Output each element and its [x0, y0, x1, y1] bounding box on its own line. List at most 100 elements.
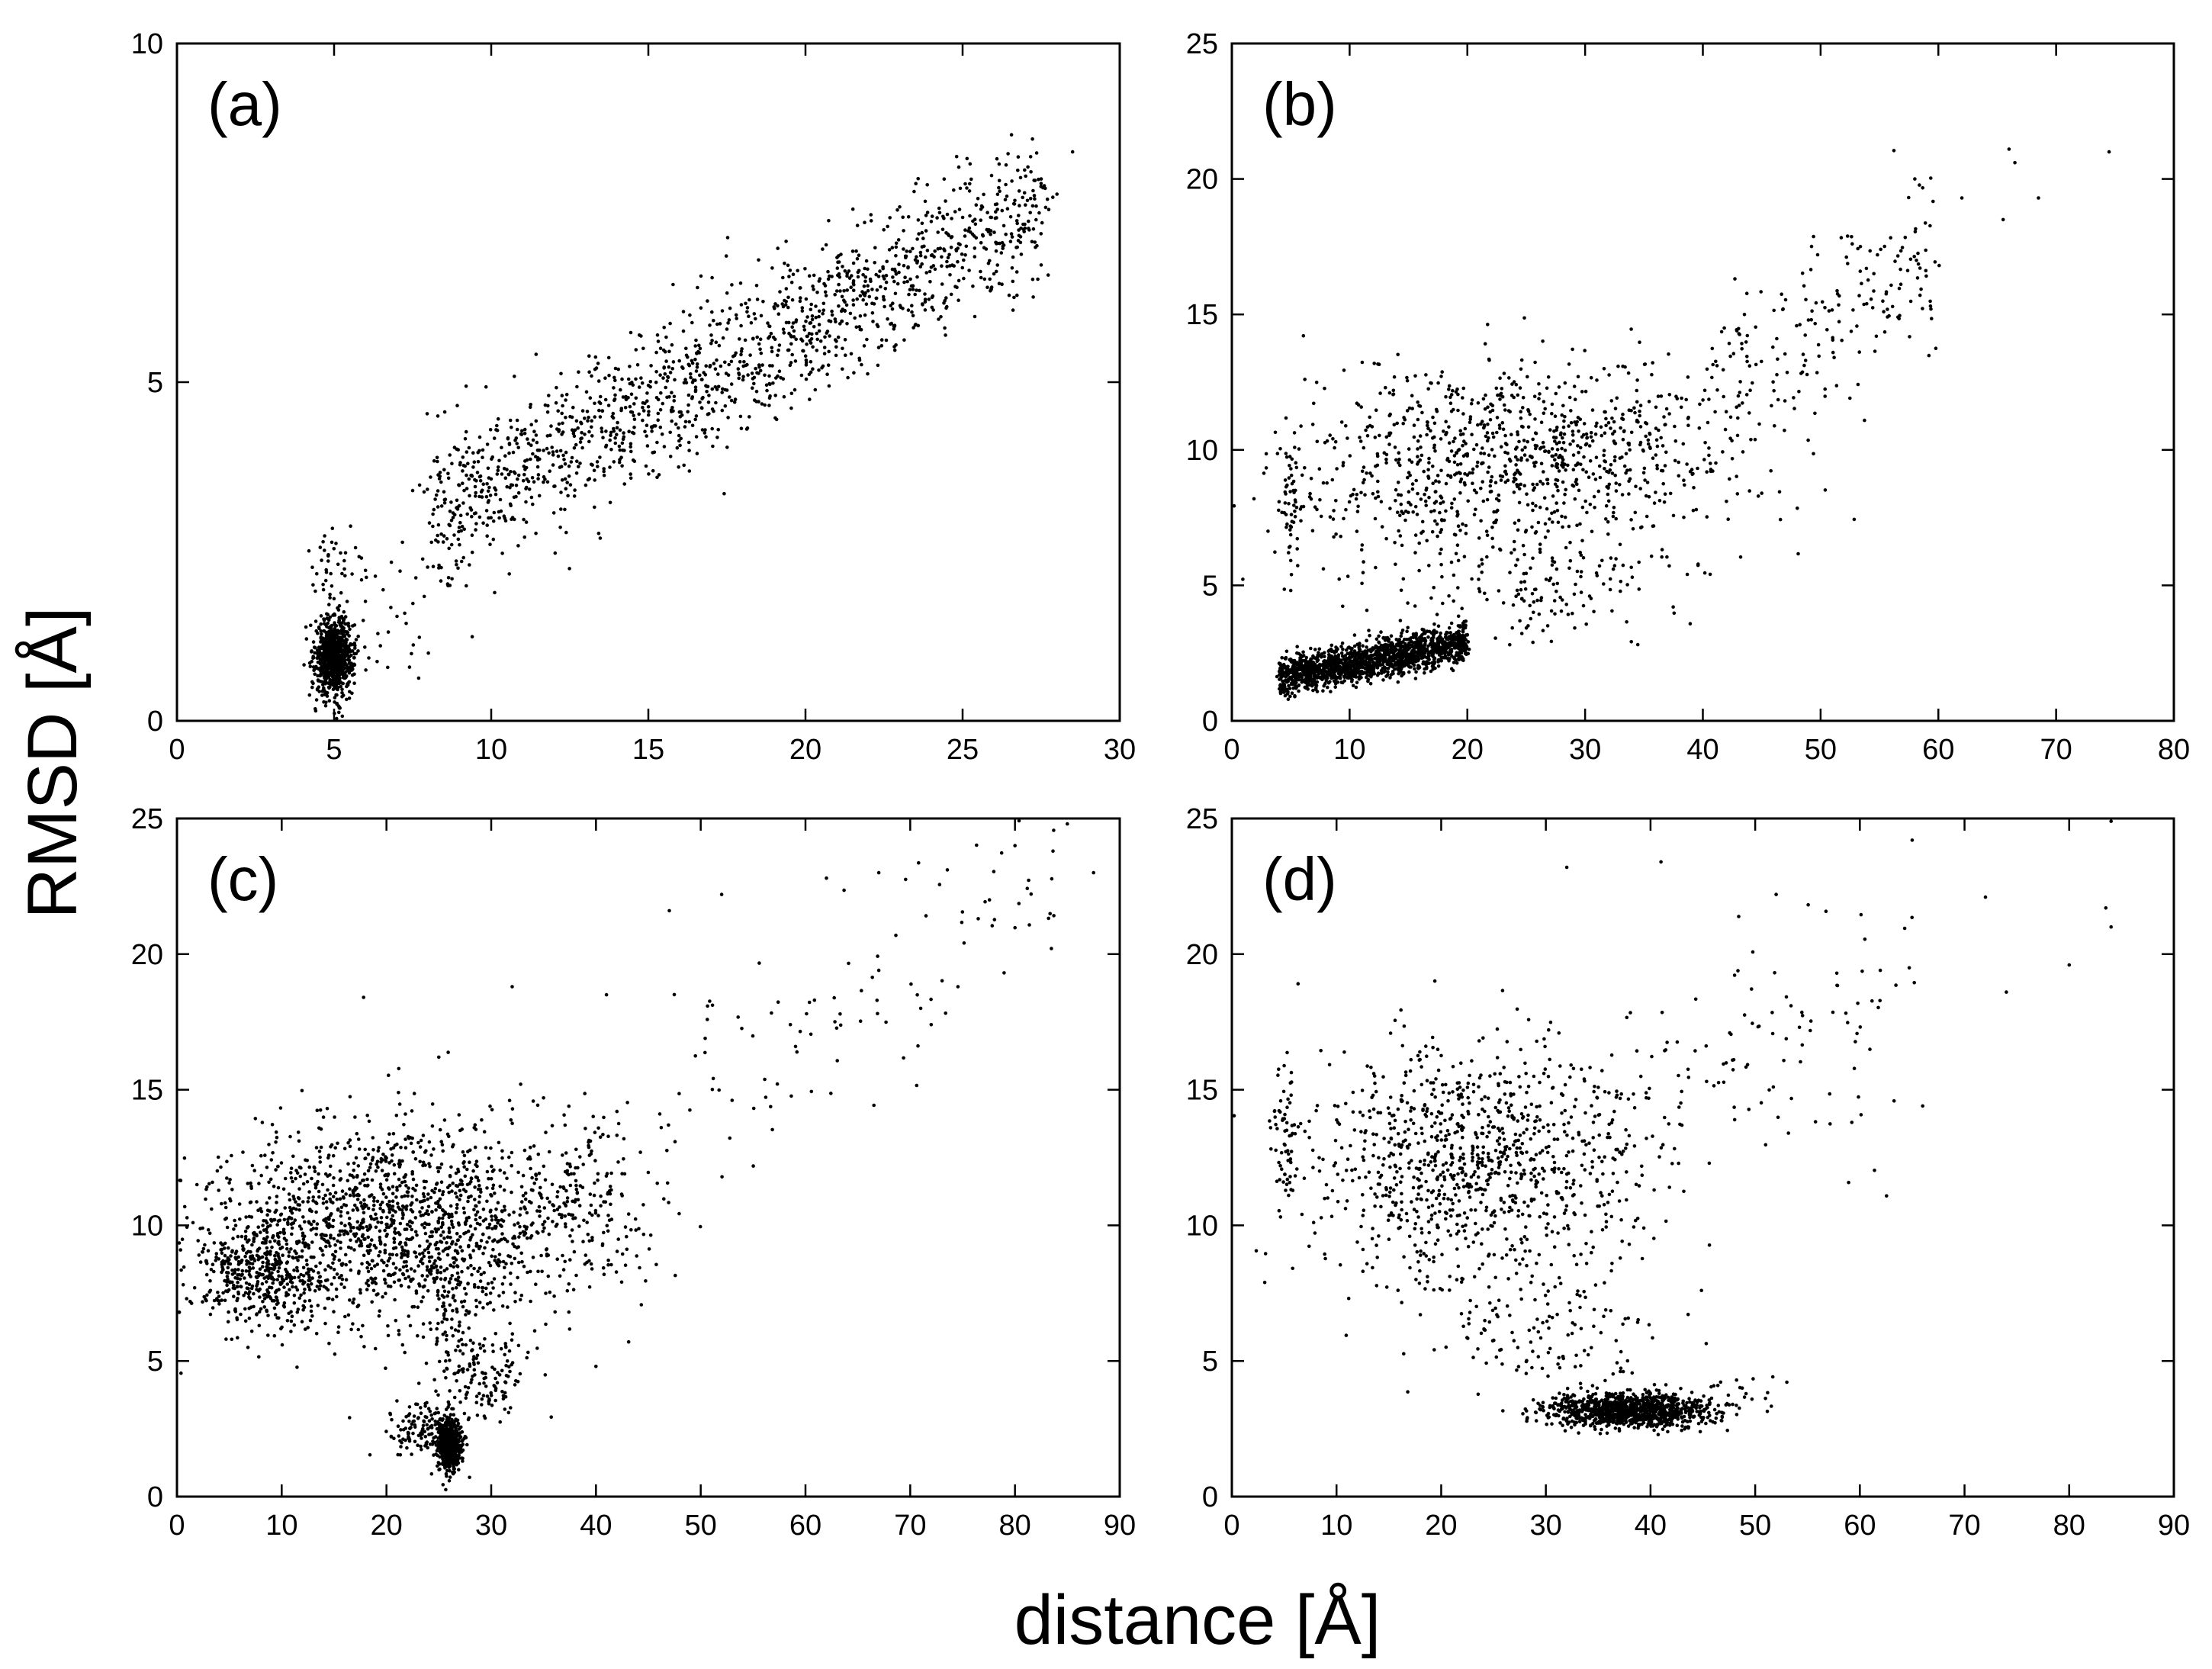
data-point	[634, 348, 638, 352]
data-point	[361, 619, 365, 622]
data-point	[554, 400, 558, 405]
data-point	[530, 475, 535, 480]
data-point	[1641, 449, 1645, 453]
data-point	[340, 687, 344, 692]
data-point	[694, 414, 699, 418]
data-point	[656, 418, 660, 422]
data-point	[914, 182, 918, 185]
data-point	[758, 368, 763, 373]
data-point	[1403, 658, 1408, 662]
data-point	[432, 507, 436, 512]
data-point	[613, 393, 617, 397]
data-point	[694, 369, 699, 373]
data-point	[1690, 468, 1694, 471]
data-point	[1014, 219, 1019, 223]
data-point	[436, 414, 440, 418]
data-point	[826, 363, 831, 368]
data-point	[906, 308, 911, 312]
data-point	[310, 565, 314, 569]
data-point	[320, 693, 324, 697]
data-point	[1596, 489, 1601, 494]
data-point	[777, 369, 782, 374]
data-point	[452, 445, 457, 449]
data-point	[1360, 360, 1365, 365]
data-point	[485, 482, 489, 486]
data-point	[1031, 188, 1035, 193]
data-point	[1427, 461, 1431, 465]
data-point	[1595, 421, 1599, 426]
data-point	[738, 414, 743, 419]
data-point	[738, 281, 743, 285]
data-point	[1326, 685, 1329, 690]
data-point	[1024, 203, 1027, 207]
data-point	[525, 477, 529, 481]
data-point	[1366, 679, 1370, 683]
data-point	[830, 313, 834, 317]
data-point	[1372, 362, 1376, 365]
data-point	[843, 338, 847, 342]
data-point	[1023, 168, 1027, 172]
data-point	[336, 635, 340, 640]
plot-frame	[175, 42, 1121, 722]
data-point	[1033, 240, 1037, 244]
data-point	[465, 487, 469, 490]
data-point	[1422, 648, 1426, 652]
data-point	[678, 443, 682, 448]
data-point	[1363, 493, 1367, 497]
data-point	[1550, 402, 1555, 407]
data-point	[845, 288, 849, 292]
data-point	[1534, 530, 1538, 534]
data-point	[1293, 693, 1297, 698]
data-point	[559, 490, 563, 494]
data-point	[627, 429, 631, 433]
data-point	[668, 430, 672, 435]
data-point	[1488, 484, 1493, 488]
data-point	[1290, 691, 1294, 695]
data-point	[470, 550, 474, 555]
data-point	[356, 634, 361, 638]
data-point	[863, 220, 866, 225]
data-point	[469, 508, 474, 512]
data-point	[928, 269, 932, 274]
data-point	[1008, 240, 1013, 243]
data-point	[667, 349, 671, 354]
data-point	[1651, 456, 1655, 460]
data-point	[1495, 430, 1499, 435]
data-point	[576, 426, 580, 430]
data-point	[1548, 517, 1551, 521]
data-point	[314, 629, 319, 633]
data-point	[854, 249, 858, 253]
data-point	[963, 234, 967, 238]
data-point	[1030, 137, 1034, 141]
data-point	[1590, 529, 1594, 534]
data-point	[699, 306, 703, 310]
data-point	[1553, 414, 1558, 418]
data-point	[704, 364, 708, 368]
data-point	[710, 275, 714, 280]
data-point	[334, 624, 339, 628]
data-point	[817, 314, 821, 319]
data-point	[1647, 495, 1651, 499]
data-point	[1278, 677, 1281, 681]
data-point	[523, 468, 527, 471]
data-point	[436, 459, 439, 464]
data-point	[649, 364, 653, 368]
data-point	[1455, 388, 1459, 391]
data-point	[1575, 420, 1579, 424]
data-point	[1365, 645, 1368, 649]
data-point	[1532, 486, 1537, 490]
data-point	[881, 265, 885, 269]
data-point	[573, 488, 577, 492]
data-point	[1683, 483, 1686, 487]
data-point	[1514, 463, 1518, 467]
data-point	[529, 403, 532, 407]
data-point	[1503, 433, 1507, 438]
data-point	[1455, 462, 1460, 467]
data-point	[1696, 466, 1699, 471]
data-point	[1701, 398, 1705, 402]
data-point	[915, 237, 919, 241]
data-point	[481, 448, 485, 452]
data-point	[1367, 655, 1371, 659]
data-point	[1323, 651, 1326, 654]
data-point	[817, 309, 821, 314]
